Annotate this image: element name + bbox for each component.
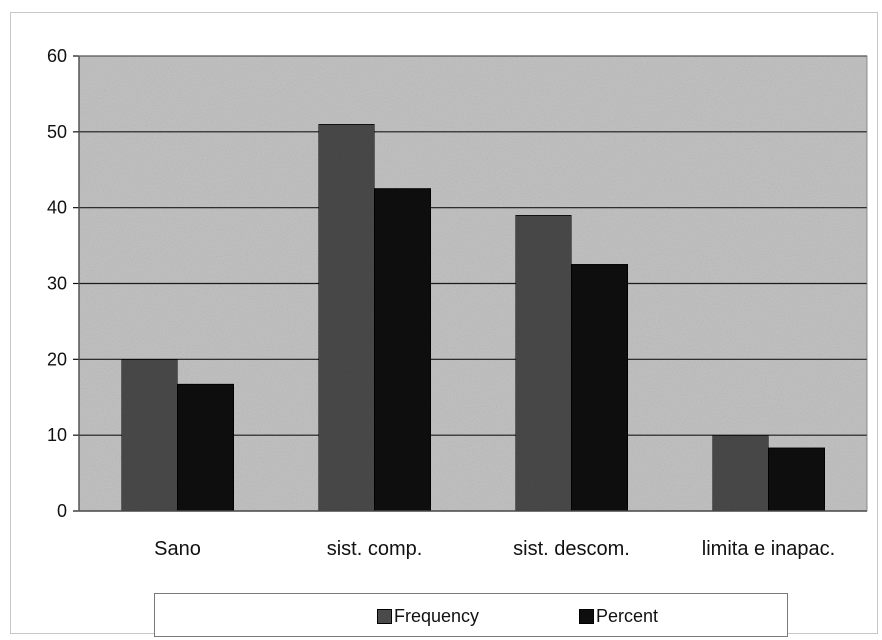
legend-label-frequency: Frequency [394,606,480,626]
y-tick-label: 20 [47,349,67,369]
bar-percent-1 [374,188,431,512]
bar-chart: 0 10 20 30 40 50 60 Sano sist. comp. sist. descom… [47,46,868,560]
x-tick-label: limita e inapac. [702,538,835,560]
y-tick-label: 60 [47,46,67,66]
x-tick-label: sist. descom. [513,538,630,560]
chart-frame: 0 10 20 30 40 50 60 Sano sist. comp. sist. descom… [10,12,878,637]
legend-item-percent: Percent [579,606,658,627]
bar-frequency-3 [712,434,769,512]
y-tick-label: 10 [47,425,67,445]
bar-percent-3 [768,447,825,512]
legend-swatch-percent [579,609,594,624]
bar-frequency-0 [121,358,178,512]
bar-frequency-1 [318,123,375,512]
y-tick-label: 0 [57,501,67,521]
y-tick-label: 50 [47,122,67,142]
y-tick-label: 40 [47,198,67,218]
bar-percent-0 [177,383,234,512]
legend-item-frequency: Frequency [377,606,479,627]
legend-label-percent: Percent [596,606,659,626]
bar-percent-2 [571,264,628,512]
plot-border [78,55,868,512]
legend: Frequency Percent [154,593,788,637]
y-tick-label: 30 [47,274,67,294]
legend-swatch-frequency [377,609,392,624]
x-tick-label: sist. comp. [327,538,423,560]
bar-frequency-2 [515,214,572,512]
x-tick-label: Sano [154,538,201,560]
